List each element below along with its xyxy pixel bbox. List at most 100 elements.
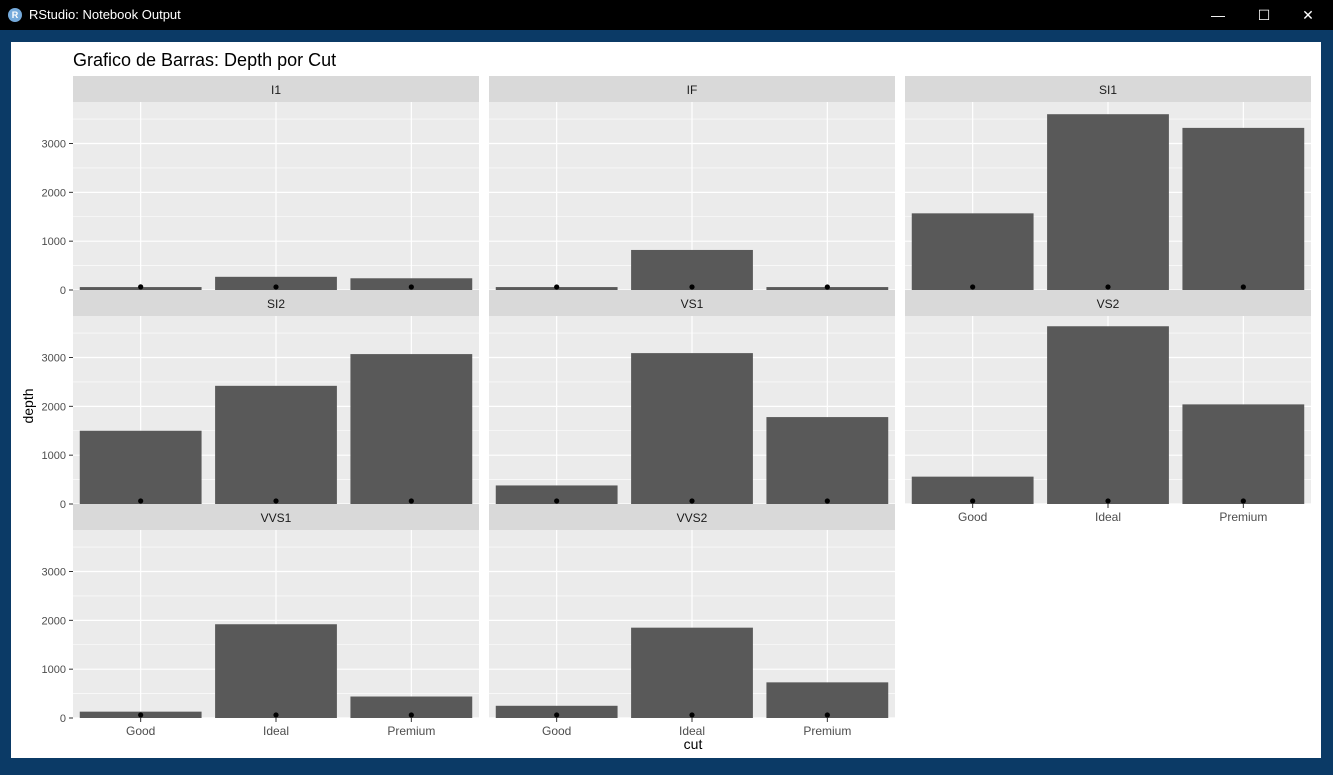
bar-si2-premium xyxy=(350,354,473,504)
y-tick-label: 1000 xyxy=(42,450,66,462)
x-tick-label: Good xyxy=(958,510,987,524)
facet-strip xyxy=(489,76,895,102)
facet-strip xyxy=(905,290,1311,316)
point-i1-ideal xyxy=(273,284,279,290)
faceted-bar-chart: Grafico de Barras: Depth por Cut I1 0 1000… xyxy=(20,50,1311,752)
bar-if-ideal xyxy=(631,249,753,290)
facet-panel-if: IF xyxy=(489,76,895,291)
facet-panels: I1 0 1000 2000 3000 IF SI1 SI2 0 1000 2000 3000 VS1 V… xyxy=(42,76,1311,738)
facet-strip-label: VS1 xyxy=(681,297,704,311)
y-tick-label: 1000 xyxy=(42,236,66,248)
point-vvs1-good xyxy=(138,712,144,718)
point-vvs1-ideal xyxy=(273,712,279,718)
x-tick-label: Good xyxy=(126,724,155,738)
facet-strip-label: VVS1 xyxy=(261,511,292,525)
point-vs2-ideal xyxy=(1105,498,1111,504)
bar-si1-good xyxy=(911,213,1034,290)
window-title: RStudio: Notebook Output xyxy=(29,7,181,22)
facet-panel-si1: SI1 xyxy=(905,76,1311,291)
y-axis-label: depth xyxy=(20,388,36,423)
point-if-ideal xyxy=(689,284,695,290)
facet-strip-label: SI2 xyxy=(267,297,285,311)
y-tick-label: 1000 xyxy=(42,664,66,676)
y-tick-label: 2000 xyxy=(42,187,66,199)
close-button[interactable]: ✕ xyxy=(1302,7,1314,23)
point-vvs2-ideal xyxy=(689,712,695,718)
bar-vs1-premium xyxy=(766,417,889,504)
point-si1-good xyxy=(970,284,976,290)
facet-strip-label: VS2 xyxy=(1097,297,1120,311)
point-vs2-premium xyxy=(1240,498,1246,504)
facet-panel-si2: SI2 0 1000 2000 3000 xyxy=(42,290,479,511)
point-vvs2-premium xyxy=(824,712,830,718)
y-tick-label: 3000 xyxy=(42,139,66,151)
facet-strip xyxy=(73,76,479,102)
y-tick-label: 2000 xyxy=(42,615,66,627)
facet-strip xyxy=(905,76,1311,102)
point-si1-premium xyxy=(1240,284,1246,290)
facet-strip-label: SI1 xyxy=(1099,83,1117,97)
x-tick-label: Premium xyxy=(1219,510,1267,524)
point-vvs2-good xyxy=(554,712,560,718)
x-tick-label: Ideal xyxy=(1095,510,1121,524)
plot-area: Grafico de Barras: Depth por Cut I1 0 1000… xyxy=(11,42,1321,758)
rstudio-icon: R xyxy=(8,8,22,22)
x-tick-label: Premium xyxy=(803,724,851,738)
x-axis-label: cut xyxy=(684,736,703,752)
point-vs1-premium xyxy=(824,498,830,504)
facet-strip xyxy=(489,504,895,530)
bar-vs2-ideal xyxy=(1047,326,1169,504)
facet-strip-label: I1 xyxy=(271,83,281,97)
point-si2-good xyxy=(138,498,144,504)
facet-strip xyxy=(73,290,479,316)
facet-panel-vvs1: VVS1 0 1000 2000 3000 Good Ideal Premium xyxy=(42,504,479,738)
y-tick-label: 0 xyxy=(60,499,66,511)
point-vs1-good xyxy=(554,498,560,504)
facet-strip xyxy=(489,290,895,316)
facet-strip-label: IF xyxy=(687,83,698,97)
y-tick-label: 2000 xyxy=(42,401,66,413)
facet-panel-vs2: VS2 Good Ideal Premium xyxy=(905,290,1311,524)
minimize-button[interactable]: — xyxy=(1211,7,1225,23)
chart-title: Grafico de Barras: Depth por Cut xyxy=(73,50,336,70)
bar-vs1-ideal xyxy=(631,353,753,504)
y-tick-label: 3000 xyxy=(42,353,66,365)
point-vvs1-premium xyxy=(408,712,414,718)
window-bottom-edge xyxy=(0,758,1333,775)
point-si2-ideal xyxy=(273,498,279,504)
facet-strip xyxy=(73,504,479,530)
point-if-good xyxy=(554,284,560,290)
bar-vvs2-premium xyxy=(766,682,889,718)
point-if-premium xyxy=(824,284,830,290)
facet-panel-vvs2: VVS2 Good Ideal Premium xyxy=(489,504,895,738)
point-vs2-good xyxy=(970,498,976,504)
x-tick-label: Good xyxy=(542,724,571,738)
y-tick-label: 0 xyxy=(60,713,66,725)
maximize-button[interactable]: ☐ xyxy=(1257,7,1271,23)
bar-vs2-premium xyxy=(1182,404,1305,504)
bar-vvs1-premium xyxy=(350,696,473,718)
bar-vvs1-ideal xyxy=(215,624,337,718)
bar-i1-premium xyxy=(350,278,473,290)
x-tick-label: Premium xyxy=(387,724,435,738)
y-tick-label: 3000 xyxy=(42,567,66,579)
bar-si1-ideal xyxy=(1047,114,1169,290)
facet-panel-vs1: VS1 xyxy=(489,290,895,505)
title-bar[interactable]: R RStudio: Notebook Output — ☐ ✕ xyxy=(0,0,1333,30)
point-si1-ideal xyxy=(1105,284,1111,290)
point-i1-premium xyxy=(408,284,414,290)
y-tick-label: 0 xyxy=(60,285,66,297)
facet-strip-label: VVS2 xyxy=(677,511,708,525)
bar-si2-good xyxy=(79,430,202,504)
bar-si1-premium xyxy=(1182,127,1305,290)
point-vs1-ideal xyxy=(689,498,695,504)
bar-i1-ideal xyxy=(215,276,337,290)
point-si2-premium xyxy=(408,498,414,504)
x-tick-label: Ideal xyxy=(263,724,289,738)
bar-vvs2-good xyxy=(495,705,618,718)
bar-si2-ideal xyxy=(215,385,337,504)
bar-vvs2-ideal xyxy=(631,627,753,718)
bar-vs1-good xyxy=(495,485,618,504)
x-tick-label: Ideal xyxy=(679,724,705,738)
